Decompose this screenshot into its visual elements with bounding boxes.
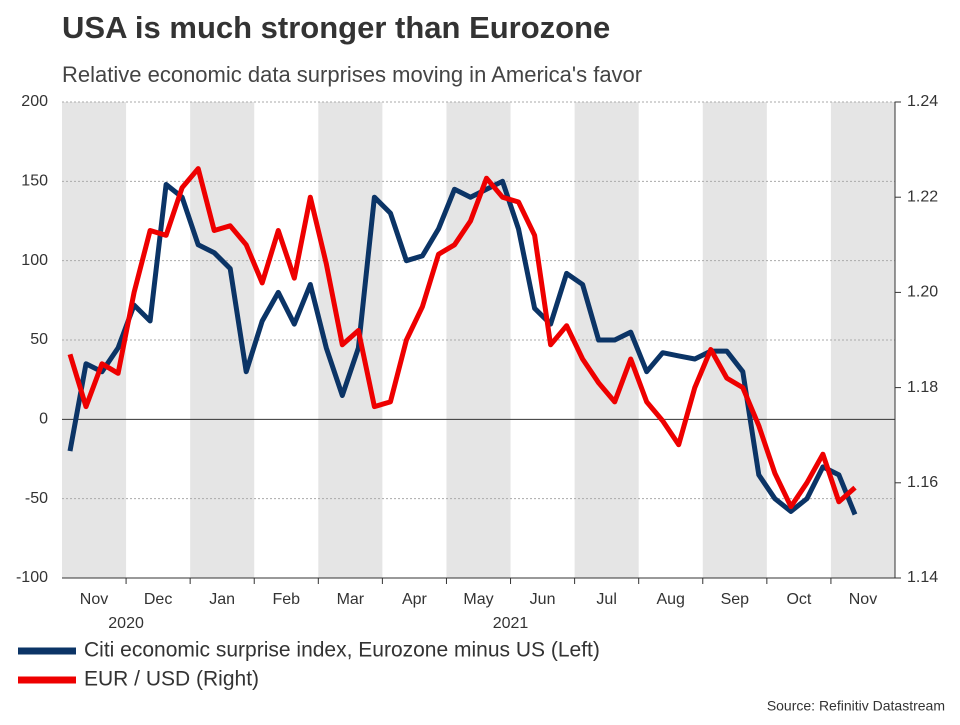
chart-subtitle: Relative economic data surprises moving … <box>62 62 642 87</box>
x-tick-label: Feb <box>272 591 300 608</box>
chart-title: USA is much stronger than Eurozone <box>62 10 610 45</box>
x-tick-label: Aug <box>656 591 684 608</box>
y-tick-label: 200 <box>21 93 48 110</box>
year-label: 2020 <box>108 615 144 632</box>
x-tick-label: Mar <box>337 591 365 608</box>
y2-tick-label: 1.22 <box>907 188 938 205</box>
y2-tick-label: 1.16 <box>907 474 938 491</box>
x-tick-label: Sep <box>721 591 750 608</box>
x-tick-label: Nov <box>849 591 877 608</box>
x-tick-label: Jun <box>530 591 556 608</box>
y-tick-label: -50 <box>25 490 48 507</box>
series-line <box>67 178 858 516</box>
y-tick-label: 150 <box>21 173 48 190</box>
legend-label: Citi economic surprise index, Eurozone m… <box>84 639 600 662</box>
legend-label: EUR / USD (Right) <box>84 668 259 691</box>
y2-tick-label: 1.14 <box>907 569 938 586</box>
x-tick-label: Apr <box>402 591 428 608</box>
y2-tick-label: 1.24 <box>907 93 938 110</box>
y-tick-label: -100 <box>16 569 48 586</box>
series-line <box>67 166 857 510</box>
y-tick-label: 100 <box>21 252 48 269</box>
y2-tick-label: 1.18 <box>907 379 938 396</box>
x-tick-label: Jan <box>209 591 235 608</box>
x-tick-label: Dec <box>144 591 172 608</box>
x-tick-label: Nov <box>80 591 108 608</box>
y-tick-label: 50 <box>30 331 48 348</box>
y2-tick-label: 1.20 <box>907 284 938 301</box>
x-tick-label: May <box>463 591 493 608</box>
year-label: 2021 <box>493 615 529 632</box>
y-tick-label: 0 <box>39 411 48 428</box>
x-tick-label: Jul <box>596 591 616 608</box>
x-tick-label: Oct <box>786 591 811 608</box>
source-note: Source: Refinitiv Datastream <box>767 698 945 714</box>
